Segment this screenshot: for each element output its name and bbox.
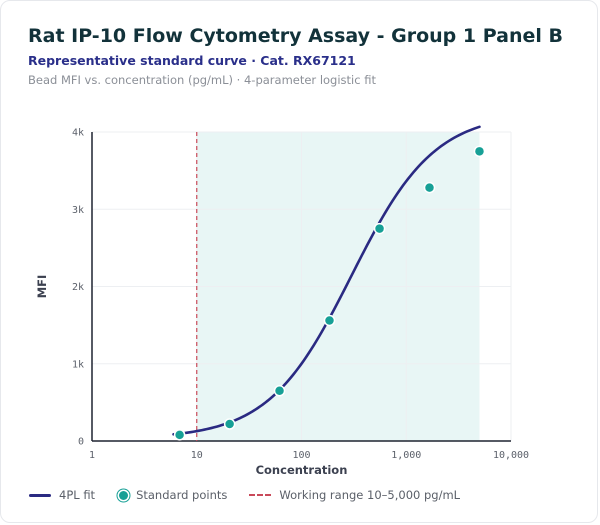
legend-label-fit: 4PL fit <box>59 488 96 502</box>
x-tick-label: 1,000 <box>391 450 421 461</box>
legend-label-points: Standard points <box>136 488 228 502</box>
legend-item-fit[interactable]: 4PL fit <box>29 488 95 502</box>
y-tick-label: 0 <box>78 437 84 448</box>
chart-title: Rat IP-10 Flow Cytometry Assay - Group 1… <box>28 25 563 47</box>
standard-point <box>373 222 386 235</box>
legend-dash-swatch <box>249 494 272 496</box>
y-axis-title: MFI <box>35 275 49 299</box>
legend-line-swatch <box>29 493 51 497</box>
standard-point <box>173 429 186 441</box>
x-tick-label: 1 <box>89 450 95 461</box>
x-tick-label: 10,000 <box>493 450 529 461</box>
standard-point <box>473 145 486 158</box>
y-tick-label: 1k <box>72 359 84 370</box>
standard-point <box>323 314 336 327</box>
standard-point <box>423 181 436 194</box>
y-tick-label: 2k <box>72 282 84 293</box>
standard-point <box>223 418 236 430</box>
standard-point <box>273 385 286 397</box>
x-tick-label: 100 <box>292 450 310 461</box>
x-tick-labels: 1 10 100 1,000 10,000 <box>89 450 529 461</box>
chart-legend: 4PL fit Standard points Working range 10… <box>29 488 482 502</box>
legend-dot-swatch <box>119 490 129 500</box>
y-tick-label: 3k <box>72 205 84 216</box>
x-axis-title: Concentration <box>256 463 348 477</box>
y-tick-labels: 0 1k 2k 3k 4k <box>72 128 84 448</box>
y-tick-label: 4k <box>72 128 84 139</box>
standard-points <box>173 145 486 441</box>
legend-item-points[interactable]: Standard points <box>117 488 227 502</box>
legend-item-range[interactable]: Working range 10–5,000 pg/mL <box>249 488 460 502</box>
chart-caption: Bead MFI vs. concentration (pg/mL) · 4-p… <box>28 73 376 87</box>
chart-subtitle: Representative standard curve · Cat. RX6… <box>28 53 356 68</box>
legend-label-range: Working range 10–5,000 pg/mL <box>279 488 461 502</box>
x-tick-label: 10 <box>191 450 203 461</box>
